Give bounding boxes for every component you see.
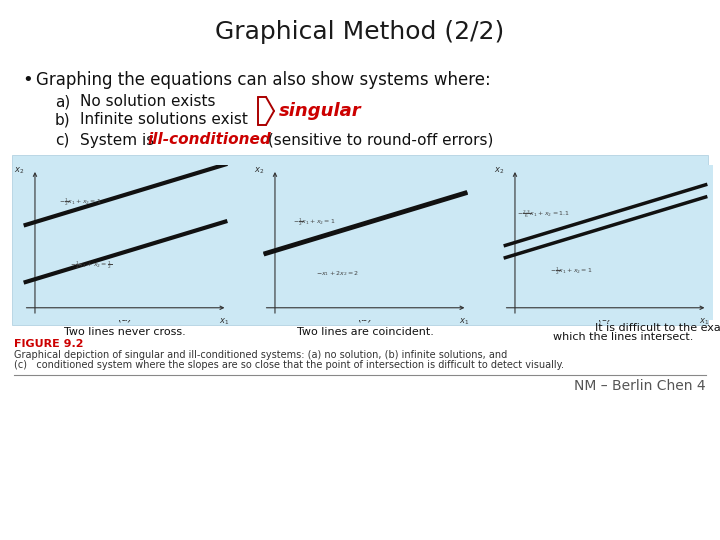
Text: It is difficult to the exact point at: It is difficult to the exact point at [595, 323, 720, 333]
Text: System is: System is [80, 132, 159, 147]
Text: $-\frac{1}{2}x_1+x_2=1$: $-\frac{1}{2}x_1+x_2=1$ [293, 216, 336, 228]
Text: Two lines never cross.: Two lines never cross. [64, 327, 186, 337]
Text: $-\frac{1}{2}x_1+x_2=\frac{1}{2}$: $-\frac{1}{2}x_1+x_2=\frac{1}{2}$ [71, 259, 112, 271]
Text: c): c) [55, 132, 69, 147]
Text: $x_1$: $x_1$ [699, 317, 710, 327]
Text: No solution exists: No solution exists [80, 94, 215, 110]
Text: $x_1$: $x_1$ [459, 317, 469, 327]
Text: Graphical Method (2/2): Graphical Method (2/2) [215, 20, 505, 44]
Text: $x_1$: $x_1$ [220, 317, 230, 327]
Text: b): b) [55, 112, 71, 127]
Text: •: • [22, 71, 32, 89]
Text: Two lines are coincident.: Two lines are coincident. [297, 327, 433, 337]
Text: singular: singular [279, 102, 361, 120]
Text: $-\frac{1}{2}x_1+x_2=1$: $-\frac{1}{2}x_1+x_2=1$ [59, 195, 102, 208]
Text: FIGURE 9.2: FIGURE 9.2 [14, 339, 84, 349]
Text: (b): (b) [357, 313, 373, 323]
Text: Graphing the equations can also show systems where:: Graphing the equations can also show sys… [36, 71, 491, 89]
Text: $-x_1+2x_2=2$: $-x_1+2x_2=2$ [315, 268, 359, 278]
Text: a): a) [55, 94, 71, 110]
Text: (c)   conditioned system where the slopes are so close that the point of interse: (c) conditioned system where the slopes … [14, 360, 564, 370]
Text: ill-conditioned: ill-conditioned [148, 132, 271, 147]
Text: Graphical depiction of singular and ill-conditioned systems: (a) no solution, (b: Graphical depiction of singular and ill-… [14, 350, 508, 360]
Text: $x_2$: $x_2$ [254, 166, 265, 177]
Text: which the lines intersect.: which the lines intersect. [553, 332, 693, 342]
Text: (a): (a) [117, 313, 132, 323]
Text: $-\frac{2.3}{6}x_1+x_2=1.1$: $-\frac{2.3}{6}x_1+x_2=1.1$ [517, 208, 570, 220]
Text: NM – Berlin Chen 4: NM – Berlin Chen 4 [575, 379, 706, 393]
Text: (sensitive to round-off errors): (sensitive to round-off errors) [263, 132, 493, 147]
Text: $x_2$: $x_2$ [14, 166, 24, 177]
Text: (c): (c) [598, 313, 613, 323]
Text: Infinite solutions exist: Infinite solutions exist [80, 112, 248, 127]
Text: $x_2$: $x_2$ [495, 166, 505, 177]
FancyBboxPatch shape [12, 155, 708, 325]
Text: $-\frac{1}{2}x_1+x_2=1$: $-\frac{1}{2}x_1+x_2=1$ [550, 265, 593, 277]
